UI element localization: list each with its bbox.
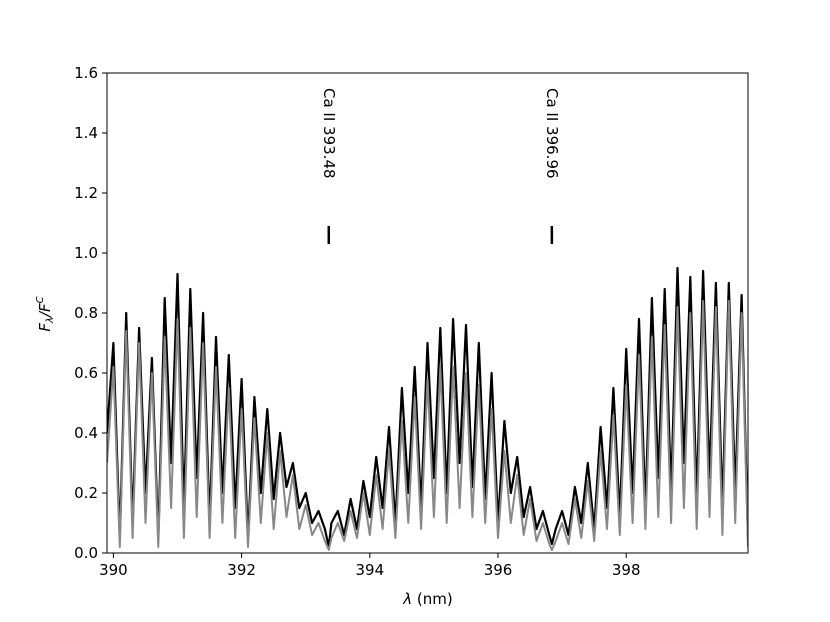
y-axis-label-sup: C <box>35 296 46 303</box>
y-tick-label: 0.8 <box>74 304 98 322</box>
x-axis-label-unit: (nm) <box>412 590 453 608</box>
y-axis-label-sub: λ <box>45 317 56 324</box>
series-line-2 <box>107 300 748 551</box>
x-tick-label: 398 <box>612 561 641 579</box>
line-marker-layer: Ca II 393.48 Ca II 396.96 <box>320 88 561 244</box>
x-axis-label-symbol: λ <box>402 590 412 608</box>
x-tick-label: 396 <box>484 561 513 579</box>
y-axis-label: Fλ/FC <box>35 296 56 331</box>
y-tick-label: 0.2 <box>74 484 98 502</box>
y-tick-label: 1.0 <box>74 244 98 262</box>
series-layer <box>107 266 748 551</box>
y-tick-label: 0.6 <box>74 364 98 382</box>
y-tick-label: 1.4 <box>74 124 98 142</box>
x-tick-label: 392 <box>227 561 256 579</box>
y-tick-label: 1.2 <box>74 184 98 202</box>
x-tick-label: 394 <box>355 561 384 579</box>
y-tick-label: 1.6 <box>74 64 98 82</box>
x-ticks: 390 392 394 396 398 <box>99 553 641 579</box>
y-tick-label: 0.0 <box>74 544 98 562</box>
line-marker-label-2: Ca II 396.96 <box>543 88 561 179</box>
x-tick-label: 390 <box>99 561 128 579</box>
line-marker-label-1: Ca II 393.48 <box>320 88 338 179</box>
y-tick-label: 0.4 <box>74 424 98 442</box>
series-line-1 <box>107 266 748 549</box>
y-ticks: 0.0 0.2 0.4 0.6 0.8 1.0 1.2 1.4 1.6 <box>74 64 107 562</box>
x-axis-label: λ (nm) <box>402 590 452 608</box>
y-axis-label-slash: /F <box>36 303 54 319</box>
y-axis-label-f: F <box>36 323 54 332</box>
